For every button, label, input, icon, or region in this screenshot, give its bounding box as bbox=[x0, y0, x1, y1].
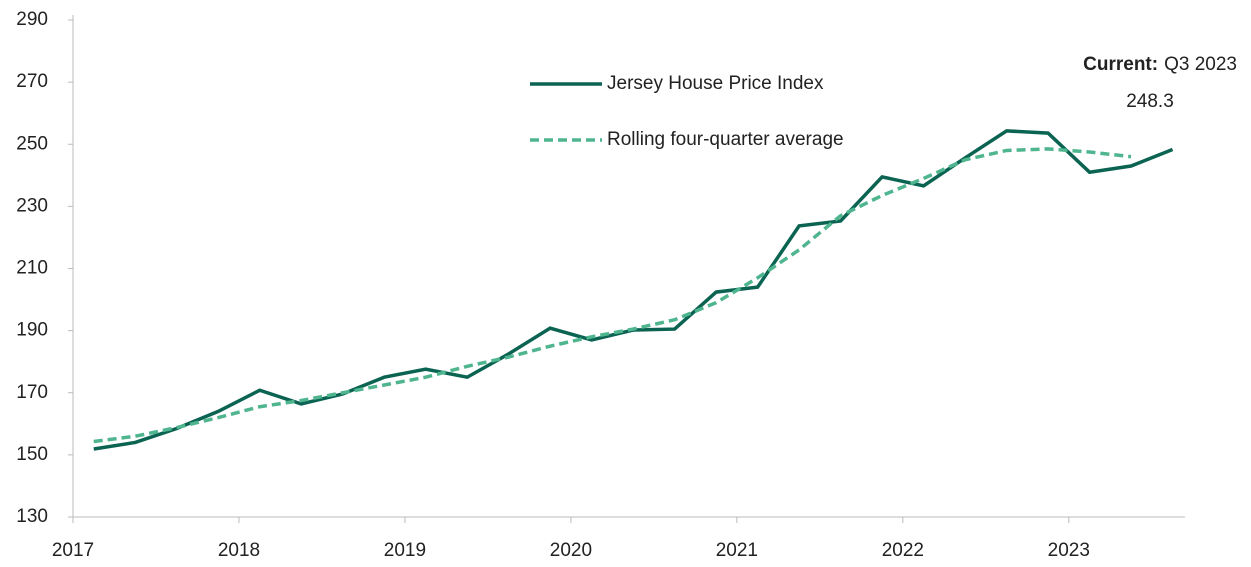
y-tick-label: 170 bbox=[16, 382, 48, 403]
annotation-period: Q3 2023 bbox=[1164, 54, 1237, 75]
annotation-value: 248.3 bbox=[1126, 91, 1174, 112]
x-tick-label: 2021 bbox=[716, 540, 758, 561]
y-tick-label: 290 bbox=[16, 9, 48, 30]
y-tick-label: 130 bbox=[16, 506, 48, 527]
annotation-label: Current: bbox=[1083, 54, 1158, 75]
y-tick-label: 270 bbox=[16, 71, 48, 92]
y-tick-label: 230 bbox=[16, 195, 48, 216]
x-tick-label: 2022 bbox=[882, 540, 924, 561]
series-line bbox=[93, 129, 1174, 451]
legend-label: Jersey House Price Index bbox=[607, 73, 824, 94]
x-tick-label: 2018 bbox=[218, 540, 260, 561]
legend-label: Rolling four-quarter average bbox=[607, 129, 844, 150]
x-tick-label: 2019 bbox=[384, 540, 426, 561]
y-tick-label: 250 bbox=[16, 133, 48, 154]
series-line bbox=[93, 147, 1132, 444]
y-tick-label: 190 bbox=[16, 320, 48, 341]
x-tick-label: 2023 bbox=[1048, 540, 1090, 561]
x-tick-label: 2020 bbox=[550, 540, 592, 561]
y-tick-label: 150 bbox=[16, 444, 48, 465]
x-tick-label: 2017 bbox=[52, 540, 94, 561]
annotation: Current: Q3 2023 bbox=[1083, 54, 1237, 75]
y-tick-label: 210 bbox=[16, 258, 48, 279]
